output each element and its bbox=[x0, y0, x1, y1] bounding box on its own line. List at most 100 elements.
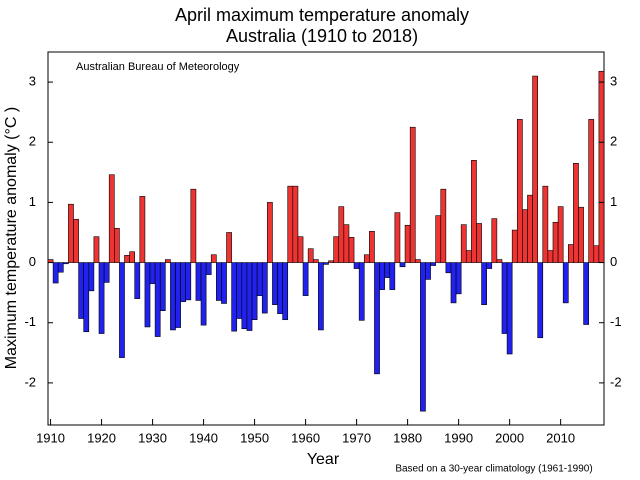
bar bbox=[159, 262, 166, 311]
bar bbox=[124, 255, 130, 263]
bar bbox=[552, 221, 559, 263]
bar bbox=[221, 262, 227, 304]
bar bbox=[216, 262, 222, 301]
y-tick-label: -2 bbox=[24, 374, 36, 389]
y2-tick-label: 0 bbox=[610, 254, 617, 269]
bar bbox=[154, 262, 161, 337]
x-tick-label: 1970 bbox=[342, 430, 371, 445]
bar bbox=[363, 254, 370, 263]
bar bbox=[455, 262, 462, 295]
bar bbox=[98, 262, 105, 334]
bar bbox=[445, 262, 452, 274]
bar bbox=[57, 262, 64, 273]
bar bbox=[481, 262, 487, 305]
bar bbox=[583, 262, 589, 325]
x-tick-label: 1960 bbox=[291, 430, 320, 445]
bar bbox=[287, 185, 294, 263]
x-tick-label: 1940 bbox=[189, 430, 218, 445]
bar bbox=[323, 262, 329, 265]
bar bbox=[593, 245, 600, 263]
bar bbox=[114, 227, 120, 263]
x-tick-label: 2000 bbox=[495, 430, 524, 445]
bar bbox=[516, 119, 523, 263]
bar bbox=[379, 262, 385, 290]
y-axis-label: Maximum temperature anomaly (°C ) bbox=[3, 107, 20, 369]
bar bbox=[83, 262, 90, 333]
bar bbox=[348, 236, 355, 263]
y-tick-label: 1 bbox=[29, 194, 36, 209]
bar bbox=[165, 259, 171, 263]
bar bbox=[476, 223, 482, 263]
bar bbox=[425, 262, 431, 280]
bar bbox=[261, 262, 268, 314]
annotation: Australian Bureau of Meteorology bbox=[76, 61, 240, 73]
x-tick-label: 1980 bbox=[393, 430, 422, 445]
bar bbox=[119, 262, 125, 358]
bar bbox=[190, 188, 197, 263]
footnote: Based on a 30-year climatology (1961-199… bbox=[395, 464, 592, 475]
bar bbox=[547, 250, 554, 263]
y2-tick-label: 3 bbox=[610, 74, 617, 89]
bar bbox=[369, 230, 375, 263]
y-tick-label: 2 bbox=[29, 134, 36, 149]
bar bbox=[486, 262, 493, 269]
bar bbox=[522, 209, 528, 263]
bar bbox=[231, 262, 238, 332]
bar bbox=[506, 262, 513, 355]
bar bbox=[430, 262, 436, 266]
y2-tick-label: 1 bbox=[610, 194, 617, 209]
bar bbox=[307, 248, 314, 263]
y2-tick-label: -1 bbox=[610, 314, 622, 329]
x-tick-label: 1930 bbox=[138, 430, 167, 445]
bar bbox=[358, 262, 365, 321]
bar bbox=[144, 262, 151, 328]
bar bbox=[414, 259, 421, 263]
bar bbox=[496, 259, 503, 263]
bar bbox=[180, 262, 187, 302]
bar bbox=[404, 224, 411, 263]
x-axis-label: Year bbox=[307, 451, 340, 468]
chart-subtitle: Australia (1910 to 2018) bbox=[226, 26, 418, 46]
bar bbox=[333, 236, 340, 263]
x-tick-label: 1920 bbox=[87, 430, 116, 445]
bar bbox=[537, 262, 544, 339]
bar bbox=[532, 75, 538, 263]
bar bbox=[134, 262, 141, 299]
bar bbox=[256, 262, 263, 296]
bar bbox=[52, 262, 59, 284]
bar bbox=[501, 262, 508, 334]
bar bbox=[241, 262, 248, 330]
bar bbox=[588, 119, 595, 263]
bar bbox=[460, 224, 467, 263]
bar bbox=[511, 229, 518, 263]
bar bbox=[312, 259, 319, 263]
bar bbox=[297, 236, 304, 263]
bar bbox=[68, 203, 74, 263]
y-tick-label: -1 bbox=[24, 314, 36, 329]
bar bbox=[88, 262, 95, 292]
bar bbox=[389, 262, 396, 290]
bar bbox=[292, 185, 299, 263]
x-tick-label: 1910 bbox=[36, 430, 65, 445]
bar bbox=[246, 262, 253, 331]
bar bbox=[93, 236, 100, 263]
bar bbox=[567, 244, 574, 263]
bar bbox=[205, 262, 212, 275]
bar bbox=[272, 262, 278, 305]
bar bbox=[210, 254, 217, 263]
bar bbox=[557, 206, 564, 263]
bar bbox=[282, 262, 289, 321]
bar bbox=[435, 215, 442, 263]
y2-tick-label: -2 bbox=[610, 374, 622, 389]
bar bbox=[491, 218, 498, 263]
bar bbox=[103, 262, 110, 283]
bar bbox=[399, 262, 406, 268]
bar bbox=[175, 262, 181, 328]
bar bbox=[149, 262, 156, 284]
bar bbox=[267, 202, 273, 263]
chart-title: April maximum temperature anomaly bbox=[175, 5, 469, 25]
bar bbox=[185, 262, 192, 301]
bar bbox=[251, 262, 258, 321]
bar bbox=[573, 162, 579, 263]
